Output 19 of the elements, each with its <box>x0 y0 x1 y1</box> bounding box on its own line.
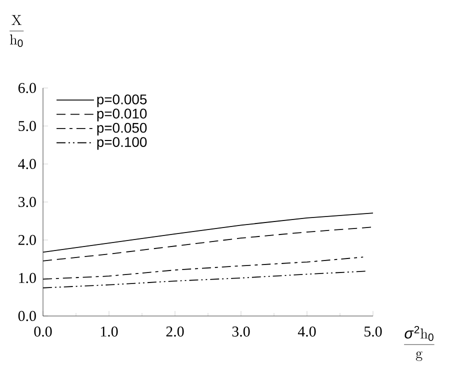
legend-label: p=0.100 <box>97 137 147 150</box>
y-tick-label: 4.0 <box>18 158 36 170</box>
y-tick-label: 2.0 <box>18 234 36 246</box>
y-axis-title: $\frac{\mathrm{X}}{\mathrm{h}_0}$ <box>10 15 24 47</box>
y-tick-label: 0.0 <box>18 310 36 322</box>
x-tick-label: 2.0 <box>166 326 184 337</box>
x-tick-label: 0.0 <box>34 326 52 337</box>
x-tick-label: 4.0 <box>298 326 316 337</box>
legend-label: p=0.005 <box>97 94 147 108</box>
x-axis-title: $\frac{\sigma^2\mathrm{h}_0}{\mathrm{g}}$ <box>404 326 434 361</box>
legend-label: p=0.010 <box>97 108 147 122</box>
y-tick-label: 3.0 <box>18 196 36 208</box>
y-tick-label: 5.0 <box>18 120 36 132</box>
x-tick-label: 1.0 <box>100 326 118 337</box>
y-tick-label: 6.0 <box>18 82 36 94</box>
x-tick-label: 5.0 <box>364 326 382 337</box>
y-tick-label: 1.0 <box>19 272 36 284</box>
legend-label: p=0.050 <box>97 122 147 136</box>
x-tick-label: 3.0 <box>232 326 250 337</box>
